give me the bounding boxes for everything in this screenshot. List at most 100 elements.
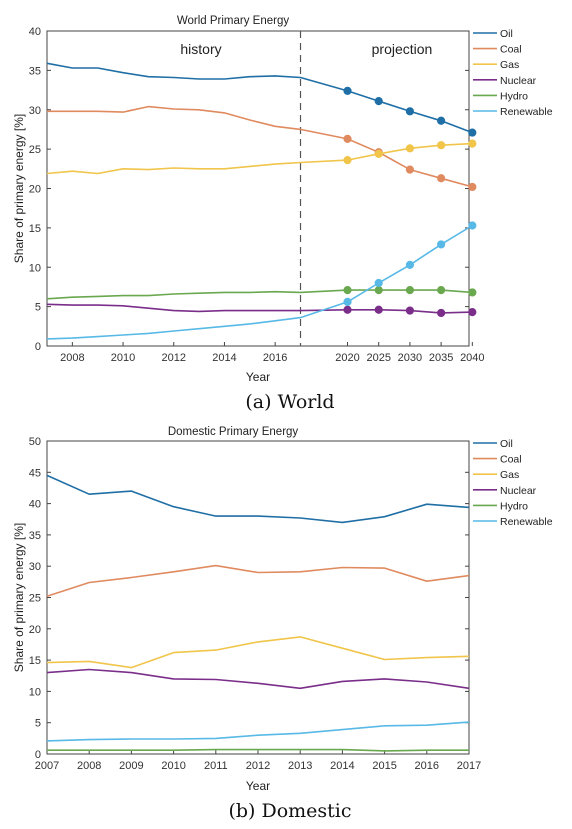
domestic-legend-label-gas: Gas [500,469,519,481]
world-xtick-label: 2020 [335,352,359,364]
domestic-xtick-label: 2015 [372,760,396,772]
world-series-nuclear-point [405,306,415,315]
domestic-ytick-label: 40 [29,499,41,511]
world-series-gas-point [343,156,352,165]
world-ytick-label: 30 [29,105,41,117]
world-series-oil-point [405,107,415,116]
world-legend-label-nuclear: Nuclear [500,75,537,87]
world-ytick-label: 0 [35,341,41,353]
world-series-oil-point [343,86,352,95]
world-legend-label-renewable: Renewable [500,106,553,118]
world-xtick-label: 2012 [162,352,186,364]
world-y-axis-label: Share of primary energy [%] [12,114,26,263]
domestic-legend-label-renewable: Renewable [500,516,553,528]
world-series-gas-point [437,141,446,150]
world-xtick-label: 2035 [429,352,453,364]
domestic-ytick-label: 50 [29,436,41,448]
world-history-annotation: history [180,41,221,57]
world-legend-label-hydro: Hydro [500,90,528,102]
domestic-legend-label-nuclear: Nuclear [500,485,537,497]
world-ytick-label: 15 [29,223,41,235]
world-legend-label-gas: Gas [500,59,519,71]
world-xtick-label: 2040 [460,352,484,364]
domestic-caption: (b) Domestic [228,800,351,822]
world-series-hydro-point [405,285,415,295]
world-caption: (a) World [245,391,334,413]
domestic-ytick-label: 20 [29,624,41,636]
world-series-coal-point [437,174,446,183]
world-ytick-label: 35 [29,65,41,77]
domestic-legend-label-hydro: Hydro [500,500,528,512]
domestic-y-axis-label: Share of primary energy [%] [12,523,26,672]
world-series-oil-point [468,128,477,137]
world-series-nuclear-point [343,305,352,314]
domestic-xtick-label: 2016 [415,760,439,772]
world-series-oil-point [374,96,383,106]
world-series-nuclear-point [468,308,477,317]
domestic-series-hydro-line [47,748,469,752]
domestic-series-oil-line [46,474,470,524]
world-ytick-label: 10 [29,262,41,274]
world-series-hydro-line [46,289,473,300]
domestic-series-renewable-line [46,721,470,742]
domestic-ytick-label: 25 [29,593,41,605]
domestic-legend-label-oil: Oil [500,438,513,450]
world-series-coal-line [47,105,473,188]
domestic-series-coal-line [46,564,470,597]
domestic-x-axis-label: Year [246,779,270,793]
world-series-oil-point [437,116,446,125]
world-axes-box [46,30,470,347]
domestic-xtick-label: 2009 [119,760,143,772]
world-series-coal-point [468,182,477,192]
world-series-hydro-point [374,285,383,295]
domestic-ytick-label: 0 [35,749,41,761]
domestic-ytick-label: 15 [29,655,41,667]
world-xtick-label: 2010 [111,352,135,364]
world-legend-label-oil: Oil [500,28,513,40]
world-xtick-label: 2008 [60,352,84,364]
world-xtick-label: 2030 [398,352,422,364]
domestic-xtick-label: 2010 [161,760,185,772]
domestic-xtick-label: 2014 [330,760,354,772]
domestic-series-nuclear-line [46,668,470,690]
world-series-renewable-point [343,297,352,306]
domestic-ytick-label: 45 [29,467,41,479]
world-series-gas-line [46,142,473,175]
world-series-oil-line [46,62,473,134]
world-ytick-label: 5 [35,302,41,314]
domestic-series-gas-line [46,636,470,669]
world-series-gas-point [374,149,383,158]
domestic-xtick-label: 2013 [288,760,312,772]
world-ytick-label: 20 [29,184,41,196]
domestic-xtick-label: 2017 [457,760,481,772]
world-xtick-label: 2025 [366,352,390,364]
domestic-ytick-label: 30 [29,561,41,573]
world-series-renewable-point [468,221,477,230]
world-xtick-label: 2014 [212,352,236,364]
world-series-hydro-point [343,285,352,295]
world-series-renewable-point [374,278,383,288]
world-ytick-label: 40 [29,26,41,38]
domestic-axes-box [46,440,470,755]
world-title: World Primary Energy [177,15,290,27]
world-x-axis-label: Year [246,370,270,384]
world-series-gas-point [468,139,477,148]
world-series-hydro-point [468,288,477,297]
world-series-gas-point [405,144,415,153]
world-series-coal-point [343,134,352,143]
domestic-ytick-label: 5 [35,718,41,730]
world-series-nuclear-point [374,305,383,314]
world-series-renewable-line [46,224,473,340]
domestic-xtick-label: 2008 [77,760,101,772]
domestic-ytick-label: 10 [29,686,41,698]
domestic-legend-label-coal: Coal [500,454,522,466]
world-series-nuclear-point [437,308,446,318]
world-series-hydro-point [437,285,446,295]
world-projection-annotation: projection [372,41,433,57]
world-series-renewable-point [437,240,446,249]
world-series-renewable-point [405,260,415,269]
world-series-coal-point [405,165,415,174]
domestic-xtick-label: 2007 [35,760,59,772]
world-xtick-label: 2016 [263,352,287,364]
